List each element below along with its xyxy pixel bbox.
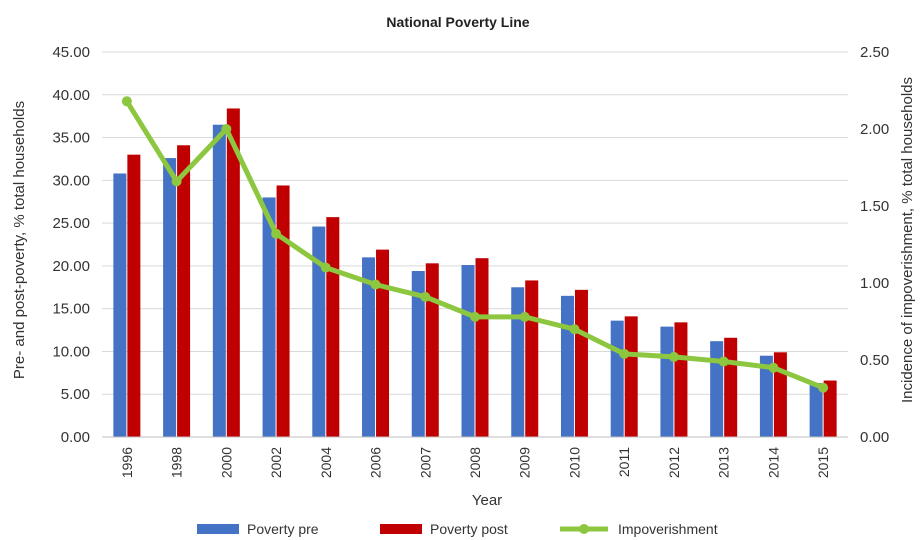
bar-poverty-post xyxy=(226,108,240,437)
bar-poverty-post xyxy=(674,322,688,437)
bar-poverty-pre xyxy=(660,326,674,437)
y-left-tick-label: 15.00 xyxy=(52,301,90,318)
marker-impoverishment xyxy=(519,311,530,322)
marker-impoverishment xyxy=(718,356,729,367)
legend-label: Poverty post xyxy=(430,521,508,537)
marker-impoverishment xyxy=(171,176,182,187)
y-left-tick-label: 10.00 xyxy=(52,343,90,360)
y-left-tick-label: 20.00 xyxy=(52,258,90,275)
y-axis-left-title: Pre- and post-poverty, % total household… xyxy=(11,101,28,379)
bar-poverty-pre xyxy=(610,320,624,437)
marker-impoverishment xyxy=(619,348,630,359)
bar-poverty-pre xyxy=(411,271,425,437)
legend: Poverty pre Poverty post Impoverishment xyxy=(197,521,718,537)
x-tick-label: 2008 xyxy=(467,447,483,478)
bar-poverty-post xyxy=(724,337,738,437)
bar-poverty-post xyxy=(574,289,588,437)
x-tick-label: 1996 xyxy=(119,447,135,478)
marker-impoverishment xyxy=(470,311,480,322)
bar-poverty-pre xyxy=(511,287,525,437)
x-tick-label: 2014 xyxy=(765,447,781,478)
x-tick-label: 1998 xyxy=(169,447,185,478)
marker-impoverishment xyxy=(668,351,679,362)
bar-poverty-post xyxy=(425,263,439,437)
x-tick-label: 2011 xyxy=(616,447,632,477)
bar-poverty-post xyxy=(823,380,837,437)
marker-impoverishment xyxy=(121,96,132,107)
axes-group: 0.00 5.00 10.00 15.00 20.00 25.00 30.00 35.00 40… xyxy=(52,44,889,478)
bar-poverty-post xyxy=(376,249,390,437)
bar-poverty-post xyxy=(276,185,290,437)
bar-poverty-post xyxy=(326,217,340,437)
x-axis-title: Year xyxy=(472,492,502,509)
bar-poverty-pre xyxy=(312,226,326,437)
y-right-tick-label: 0.50 xyxy=(860,352,889,369)
y-right-tick-label: 2.00 xyxy=(860,121,889,138)
y-right-tick-label: 0.00 xyxy=(860,429,889,446)
x-tick-label: 2007 xyxy=(417,447,433,478)
bar-poverty-post xyxy=(127,154,141,437)
bar-poverty-pre xyxy=(461,265,475,437)
y-left-tick-label: 30.00 xyxy=(52,172,90,189)
marker-impoverishment xyxy=(320,262,331,273)
marker-impoverishment xyxy=(818,382,829,393)
y-left-tick-label: 0.00 xyxy=(61,429,90,446)
x-tick-label: 2013 xyxy=(716,447,732,478)
y-left-tick-label: 25.00 xyxy=(52,215,90,232)
bar-poverty-pre xyxy=(113,173,127,437)
bars-group xyxy=(113,108,837,438)
bar-poverty-pre xyxy=(560,295,574,437)
bar-poverty-pre xyxy=(163,158,177,438)
gridlines xyxy=(102,51,848,395)
y-left-tick-label: 5.00 xyxy=(61,386,90,403)
bar-poverty-pre xyxy=(759,355,773,437)
bar-poverty-pre xyxy=(710,341,724,437)
bar-poverty-pre xyxy=(362,257,376,437)
y-right-tick-label: 1.50 xyxy=(860,198,889,215)
y-axis-right-title: Incidence of impoverishment, % total hou… xyxy=(899,77,916,403)
bar-poverty-post xyxy=(525,280,539,437)
bar-poverty-pre xyxy=(809,383,823,437)
chart-title: National Poverty Line xyxy=(386,14,529,30)
marker-impoverishment xyxy=(221,124,232,134)
legend-swatch-marker xyxy=(579,524,589,534)
bar-poverty-pre xyxy=(262,197,276,437)
marker-impoverishment xyxy=(569,324,580,335)
x-tick-label: 2015 xyxy=(815,447,831,478)
y-left-tick-label: 45.00 xyxy=(52,44,90,61)
x-tick-label: 2002 xyxy=(268,447,284,478)
line-group xyxy=(121,96,829,393)
bar-poverty-pre xyxy=(212,124,226,437)
legend-swatch xyxy=(197,524,239,534)
x-tick-label: 2006 xyxy=(368,447,384,478)
x-tick-label: 2010 xyxy=(566,447,582,478)
x-tick-label: 2004 xyxy=(318,447,334,478)
x-tick-label: 2009 xyxy=(517,447,533,478)
legend-label: Poverty pre xyxy=(247,521,319,537)
y-left-tick-label: 35.00 xyxy=(52,130,90,147)
x-tick-label: 2012 xyxy=(666,447,682,478)
legend-swatch xyxy=(380,524,422,534)
marker-impoverishment xyxy=(271,228,282,239)
bar-poverty-post xyxy=(475,258,489,437)
y-right-tick-label: 2.50 xyxy=(860,44,889,61)
legend-label: Impoverishment xyxy=(618,521,718,537)
marker-impoverishment xyxy=(768,362,779,373)
y-right-tick-label: 1.00 xyxy=(860,275,889,292)
marker-impoverishment xyxy=(420,291,431,302)
bar-poverty-post xyxy=(177,145,191,437)
x-tick-label: 2000 xyxy=(218,447,234,478)
y-left-tick-label: 40.00 xyxy=(52,87,90,104)
marker-impoverishment xyxy=(370,279,381,290)
bar-poverty-post xyxy=(624,316,638,437)
